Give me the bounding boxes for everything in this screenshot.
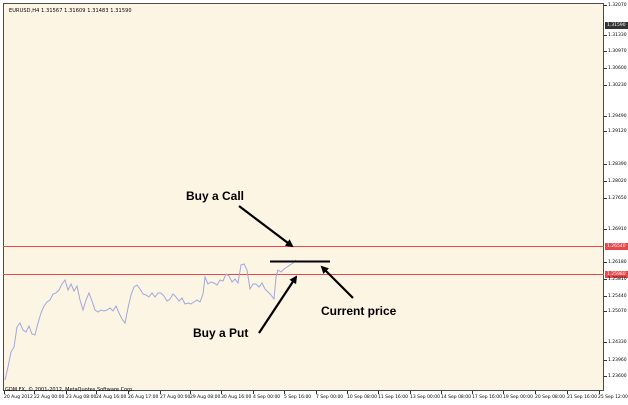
price-tickmark <box>604 51 607 52</box>
buy-put-label: Buy a Put <box>193 326 249 340</box>
price-line <box>4 259 297 381</box>
time-tick-label: 26 Aug 17:00 <box>128 395 159 400</box>
price-tickmark <box>604 116 607 117</box>
copyright-text: GDM FX, © 2001-2012, MetaQuotes Software… <box>5 387 134 393</box>
time-tickmark <box>66 391 67 394</box>
time-tick-label: 21 Sep 16:00 <box>567 395 598 400</box>
time-tickmark <box>253 391 254 394</box>
time-tickmark <box>441 391 442 394</box>
time-tick-label: 29 Aug 08:00 <box>190 395 221 400</box>
time-tickmark <box>599 391 600 394</box>
time-tick-label: 20 Sep 08:00 <box>535 395 566 400</box>
time-tick-label: 7 Sep 00:00 <box>316 395 344 400</box>
price-tickmark <box>604 229 607 230</box>
time-tick-label: 27 Aug 00:00 <box>160 395 191 400</box>
time-tick-label: 13 Sep 00:00 <box>410 395 441 400</box>
time-tickmark <box>160 391 161 394</box>
time-tick-label: 11 Sep 16:00 <box>378 395 409 400</box>
price-tick-label: 1.29120 <box>608 129 627 134</box>
upper-level-line[interactable] <box>3 246 604 247</box>
time-tickmark <box>34 391 35 394</box>
time-tickmark <box>128 391 129 394</box>
time-tick-label: 30 Aug 16:00 <box>221 395 252 400</box>
price-tick-label: 1.32070 <box>608 3 627 8</box>
price-tick-label: 1.23960 <box>608 358 627 363</box>
price-tick-label: 1.25070 <box>608 309 627 314</box>
time-tick-label: 5 Sep 16:00 <box>284 395 312 400</box>
price-tick-label: 1.29490 <box>608 114 627 119</box>
buy-put-arrow <box>258 275 298 334</box>
time-tickmark <box>190 391 191 394</box>
time-tickmark <box>96 391 97 394</box>
price-tick-label: 1.24330 <box>608 340 627 345</box>
price-tick-label: 1.30600 <box>608 66 627 71</box>
time-tick-label: 20 Aug 2012 <box>4 395 33 400</box>
time-tickmark <box>567 391 568 394</box>
time-tick-label: 25 Sep 12:00 <box>598 395 628 400</box>
time-tickmark <box>4 391 5 394</box>
buy-call-arrow <box>238 205 294 248</box>
time-tickmark <box>347 391 348 394</box>
price-scale[interactable] <box>604 3 628 391</box>
price-tickmark <box>604 131 607 132</box>
price-tickmark <box>604 376 607 377</box>
time-tick-label: 23 Aug 08:00 <box>66 395 97 400</box>
plot-area[interactable]: EURUSD,H4 1.31567 1.31609 1.31483 1.3159… <box>3 3 604 391</box>
price-tick-label: 1.30230 <box>608 83 627 88</box>
price-tickmark <box>604 262 607 263</box>
time-tickmark <box>503 391 504 394</box>
price-tickmark <box>604 85 607 86</box>
price-tickmark <box>604 342 607 343</box>
upper-level-price-flag: 1.26540 <box>605 243 628 250</box>
price-tick-label: 1.23600 <box>608 374 627 379</box>
lower-level-line[interactable] <box>3 274 604 275</box>
time-tick-label: 4 Sep 00:00 <box>253 395 281 400</box>
time-tick-label: 17 Sep 16:00 <box>472 395 503 400</box>
time-tickmark <box>472 391 473 394</box>
price-tick-label: 1.26910 <box>608 227 627 232</box>
price-tickmark <box>604 279 607 280</box>
price-tick-label: 1.28390 <box>608 162 627 167</box>
time-tickmark <box>535 391 536 394</box>
current-price-flag: 1.31590 <box>605 22 628 29</box>
price-tickmark <box>604 68 607 69</box>
price-tickmark <box>604 296 607 297</box>
price-tick-label: 1.25810 <box>608 277 627 282</box>
time-tickmark <box>378 391 379 394</box>
time-tick-label: 10 Sep 08:00 <box>347 395 378 400</box>
price-tickmark <box>604 311 607 312</box>
price-tick-label: 1.27650 <box>608 196 627 201</box>
time-tick-label: 22 Aug 00:00 <box>34 395 65 400</box>
time-tick-label: 14 Sep 08:00 <box>441 395 472 400</box>
price-tick-label: 1.30970 <box>608 49 627 54</box>
time-tickmark <box>221 391 222 394</box>
price-tickmark <box>604 360 607 361</box>
price-tickmark <box>604 5 607 6</box>
price-tickmark <box>604 35 607 36</box>
time-tickmark <box>410 391 411 394</box>
price-tickmark <box>604 164 607 165</box>
time-tick-label: 24 Aug 16:00 <box>96 395 127 400</box>
buy-call-label: Buy a Call <box>186 189 245 203</box>
current-price-label: Current price <box>321 304 397 318</box>
time-tickmark <box>284 391 285 394</box>
price-tick-label: 1.28020 <box>608 179 627 184</box>
symbol-header: EURUSD,H4 1.31567 1.31609 1.31483 1.3159… <box>9 8 132 14</box>
price-tickmark <box>604 198 607 199</box>
time-tickmark <box>316 391 317 394</box>
current-price-arrow <box>320 265 354 299</box>
price-tickmark <box>604 181 607 182</box>
lower-level-price-flag: 1.25980 <box>605 271 628 278</box>
price-tick-label: 1.31330 <box>608 33 627 38</box>
price-tick-label: 1.26180 <box>608 260 627 265</box>
price-tick-label: 1.25440 <box>608 294 627 299</box>
time-tick-label: 19 Sep 00:00 <box>503 395 534 400</box>
